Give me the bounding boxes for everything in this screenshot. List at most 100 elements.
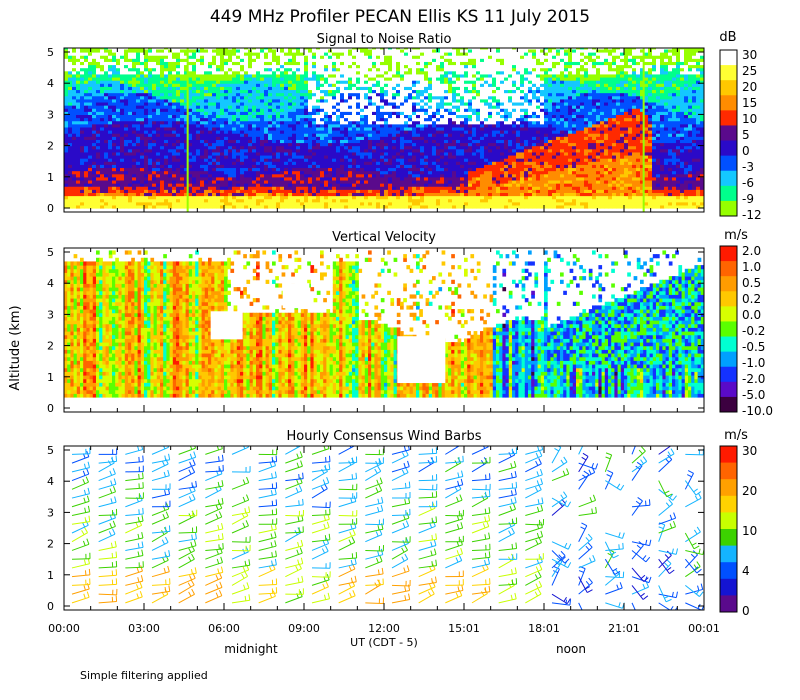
snr-cell <box>392 176 397 181</box>
snr-cell <box>168 133 173 137</box>
snr-cell <box>396 148 401 153</box>
snr-cell <box>180 148 185 153</box>
snr-cell <box>224 67 229 72</box>
snr-cell <box>348 170 353 175</box>
snr-cell <box>116 136 121 140</box>
snr-cell <box>384 148 389 153</box>
snr-cell <box>88 55 93 59</box>
snr-cell <box>404 151 409 156</box>
snr-cell <box>300 198 305 203</box>
snr-cell <box>92 123 97 128</box>
snr-cell <box>436 145 441 150</box>
snr-cell <box>380 67 385 72</box>
snr-cell <box>116 154 121 159</box>
snr-cell <box>156 167 161 172</box>
snr-cell <box>308 76 313 81</box>
snr-cell <box>212 70 217 75</box>
snr-cell <box>100 111 105 115</box>
snr-cell <box>364 67 369 72</box>
snr-cell <box>148 170 153 175</box>
snr-cell <box>296 48 301 50</box>
snr-cell <box>352 120 357 125</box>
snr-cell <box>236 161 241 165</box>
snr-cell <box>380 179 385 184</box>
snr-cell <box>220 73 225 78</box>
snr-cell <box>368 179 373 184</box>
snr-cell <box>308 176 313 181</box>
snr-cell <box>72 198 77 203</box>
snr-cell <box>292 92 297 97</box>
snr-cell <box>244 76 249 81</box>
snr-cell <box>324 151 329 156</box>
snr-cell <box>96 105 101 109</box>
snr-cell <box>100 130 105 134</box>
snr-cell <box>220 83 225 87</box>
snr-cell <box>400 161 405 165</box>
snr-cell <box>280 161 285 165</box>
snr-cell <box>308 130 313 134</box>
snr-cell <box>408 136 413 140</box>
snr-cell <box>208 86 213 91</box>
snr-cell <box>256 95 261 100</box>
snr-cell <box>440 70 445 75</box>
snr-cell <box>192 142 197 147</box>
snr-cell <box>344 176 349 181</box>
snr-cell <box>360 158 365 162</box>
snr-cell <box>76 70 81 75</box>
snr-cell <box>352 123 357 128</box>
snr-cell <box>72 151 77 156</box>
snr-cell <box>392 192 397 197</box>
snr-cell <box>308 154 313 159</box>
snr-cell <box>324 136 329 140</box>
snr-cell <box>420 83 425 87</box>
snr-cell <box>228 89 233 94</box>
snr-cell <box>160 179 165 184</box>
snr-cell <box>420 105 425 109</box>
snr-cell <box>128 136 133 140</box>
snr-cell <box>200 164 205 169</box>
snr-cell <box>196 186 201 190</box>
snr-cell <box>412 48 417 53</box>
snr-cell <box>364 111 369 115</box>
snr-cell <box>172 201 177 206</box>
snr-cell <box>204 133 209 137</box>
snr-cell <box>104 195 109 200</box>
snr-cell <box>372 179 377 184</box>
snr-cell <box>120 55 125 59</box>
snr-cell <box>216 105 221 109</box>
snr-cell <box>388 130 393 134</box>
snr-cell <box>372 80 377 84</box>
snr-cell <box>388 52 393 56</box>
snr-cell <box>144 173 149 178</box>
snr-cell <box>432 76 437 81</box>
snr-cell <box>252 89 257 94</box>
snr-cell <box>440 114 445 119</box>
snr-cell <box>120 67 125 72</box>
snr-cell <box>440 183 445 187</box>
snr-cell <box>364 139 369 144</box>
snr-cell <box>64 117 69 122</box>
snr-cell <box>104 192 109 197</box>
snr-cell <box>440 158 445 162</box>
snr-cell <box>68 101 73 106</box>
snr-cell <box>216 130 221 134</box>
snr-cell <box>268 161 273 165</box>
snr-cell <box>168 179 173 184</box>
snr-cell <box>112 55 117 59</box>
snr-cell <box>140 48 145 53</box>
snr-cell <box>336 158 341 162</box>
snr-cell <box>208 186 213 190</box>
snr-cell <box>348 183 353 187</box>
snr-cell <box>356 101 361 106</box>
snr-cell <box>276 158 281 162</box>
snr-cell <box>132 192 137 197</box>
snr-cell <box>380 126 385 131</box>
snr-cell <box>120 61 125 66</box>
snr-cell <box>244 195 249 200</box>
snr-cell <box>136 70 141 75</box>
snr-cell <box>176 76 181 81</box>
snr-cell <box>364 189 369 193</box>
snr-cell <box>68 195 73 200</box>
snr-cell <box>284 111 289 115</box>
snr-cell <box>112 148 117 153</box>
